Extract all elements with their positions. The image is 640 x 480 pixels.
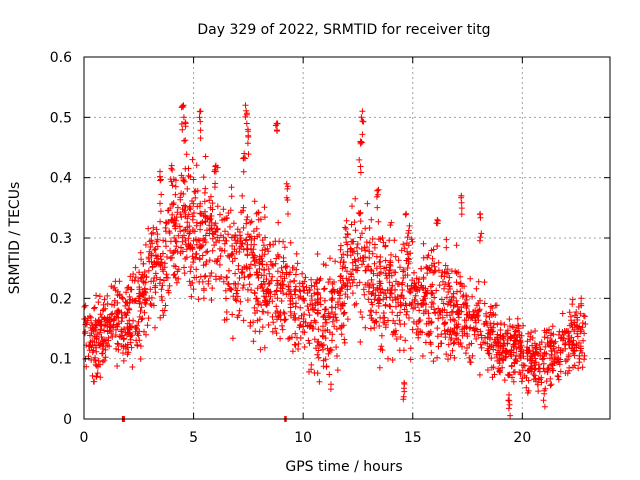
x-axis-label: GPS time / hours	[285, 459, 402, 475]
y-axis-label: SRMTID / TECUs	[7, 182, 23, 295]
y-tick-label: 0.3	[50, 231, 72, 247]
data-points	[81, 102, 589, 422]
series-srmtid-markers	[81, 102, 589, 422]
y-tick-label: 0.1	[50, 352, 72, 368]
y-tick-label: 0.6	[50, 50, 72, 66]
axis-ticks: 0 0.1 0.2 0.3 0.4 0.5 0.6 0 5 10 15 20	[50, 50, 610, 446]
y-tick-label: 0.2	[50, 291, 72, 307]
x-tick-label: 5	[189, 430, 198, 446]
y-tick-label: 0.5	[50, 110, 72, 126]
x-tick-label: 15	[404, 430, 422, 446]
y-tick-label: 0	[63, 412, 72, 428]
chart-title: Day 329 of 2022, SRMTID for receiver tit…	[197, 22, 490, 38]
x-tick-label: 0	[80, 430, 89, 446]
x-tick-label: 10	[294, 430, 312, 446]
y-tick-label: 0.4	[50, 171, 72, 187]
x-tick-label: 20	[513, 430, 531, 446]
